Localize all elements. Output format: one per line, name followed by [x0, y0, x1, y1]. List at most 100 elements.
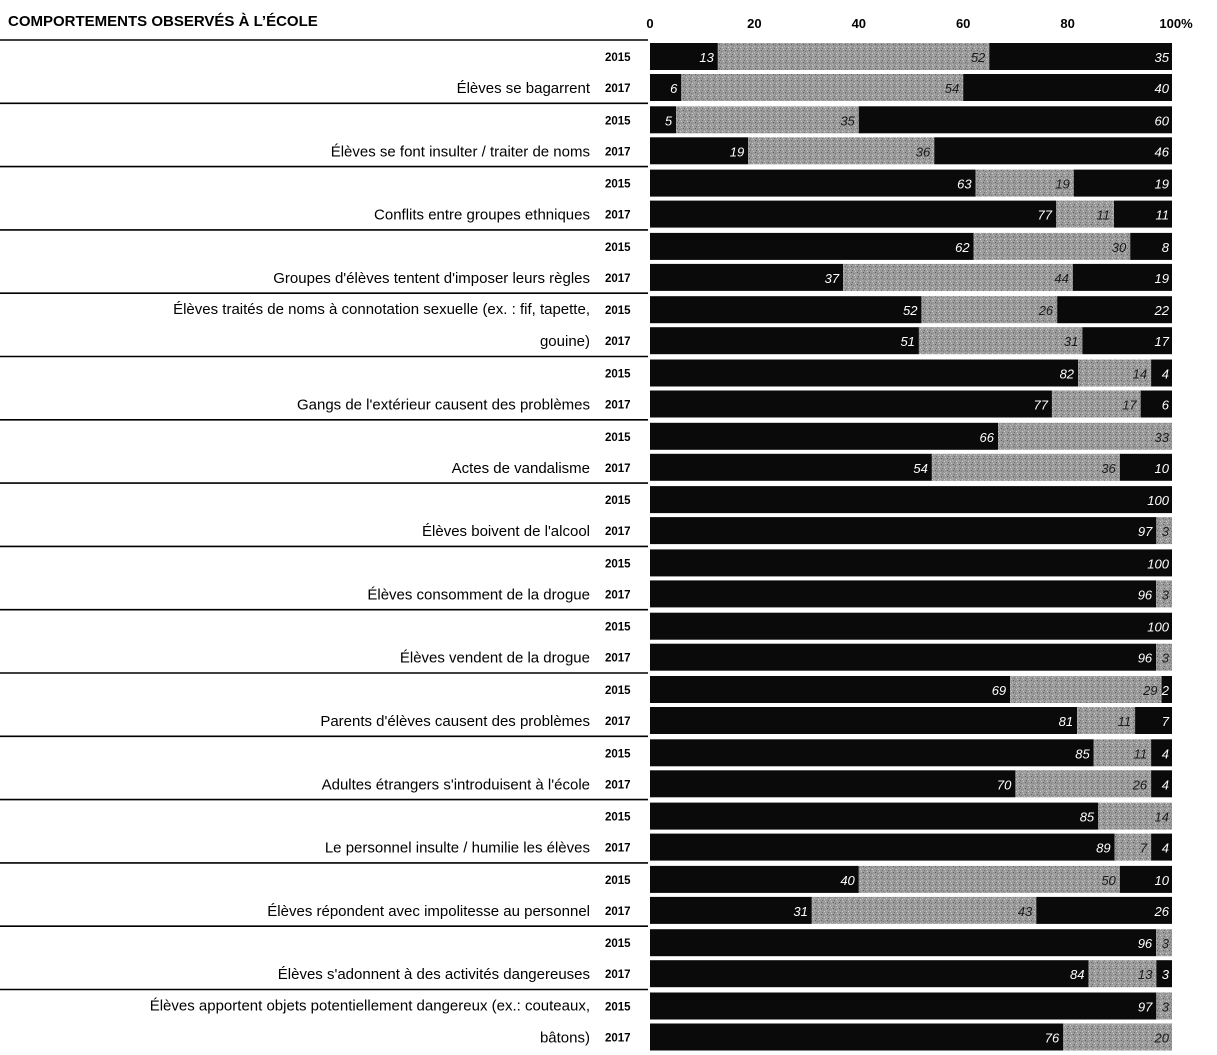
data-label: 97 — [1138, 1000, 1153, 1015]
data-label: 40 — [1155, 81, 1170, 96]
year-label: 2015 — [605, 812, 631, 824]
bar-segment-2 — [1156, 929, 1172, 957]
bar-segment-2 — [921, 296, 1058, 324]
bar-segment-1 — [650, 327, 919, 355]
bar-segment-1 — [650, 486, 1172, 514]
data-label: 17 — [1155, 334, 1170, 349]
year-label: 2015 — [605, 495, 631, 507]
bar-segment-1 — [650, 200, 1056, 228]
bar-segment-1 — [650, 992, 1157, 1020]
bar-segment-1 — [650, 359, 1079, 387]
data-label: 31 — [1064, 334, 1078, 349]
bar-segment-3 — [1036, 896, 1172, 924]
year-label: 2017 — [605, 210, 631, 222]
data-label: 10 — [1155, 873, 1170, 888]
bar-segment-1 — [650, 74, 682, 101]
year-label: 2015 — [605, 748, 631, 760]
category-label: Élèves se font insulter / traiter de nom… — [331, 143, 590, 160]
bar-segment-1 — [650, 137, 749, 165]
category-label: Groupes d'élèves tentent d'imposer leurs… — [273, 270, 590, 287]
x-tick-label: 20 — [747, 16, 761, 31]
bar-segment-1 — [650, 865, 859, 893]
category-label: Adultes étrangers s'introduisent à l'éco… — [322, 776, 590, 793]
bar-segment-2 — [973, 232, 1131, 260]
x-tick-label: 40 — [852, 16, 866, 31]
category-label: Élèves traités de noms à connotation sex… — [173, 301, 590, 318]
data-label: 3 — [1162, 1000, 1170, 1015]
bar-segment-3 — [1140, 390, 1172, 418]
data-label: 60 — [1155, 113, 1170, 128]
data-label: 96 — [1138, 587, 1153, 602]
data-label: 70 — [997, 777, 1012, 792]
bar-segment-3 — [1151, 739, 1172, 767]
bar-segment-1 — [650, 43, 718, 70]
bar-segment-1 — [650, 106, 677, 134]
data-label: 82 — [1060, 367, 1075, 382]
data-label: 76 — [1045, 1031, 1060, 1046]
bar-segment-3 — [1161, 676, 1172, 703]
category-label: Le personnel insulte / humilie les élève… — [325, 840, 590, 857]
category-label: Parents d'élèves causent des problèmes — [320, 713, 590, 730]
bar-segment-2 — [918, 327, 1083, 355]
bar-segment-3 — [1119, 865, 1172, 893]
data-label: 46 — [1155, 144, 1170, 159]
data-label: 36 — [1101, 461, 1116, 476]
category-label: bâtons) — [540, 1030, 590, 1047]
bar-segment-3 — [1114, 200, 1172, 228]
data-label: 3 — [1162, 524, 1170, 539]
bar-segment-3 — [1151, 833, 1172, 861]
bar-segment-1 — [650, 390, 1052, 418]
data-label: 89 — [1096, 841, 1110, 856]
year-label: 2015 — [605, 685, 631, 697]
year-label: 2017 — [605, 589, 631, 601]
bar-segment-2 — [1098, 802, 1172, 830]
data-label: 84 — [1070, 967, 1084, 982]
data-label: 51 — [900, 334, 914, 349]
data-label: 4 — [1162, 777, 1169, 792]
data-label: 19 — [1155, 177, 1169, 192]
bar-segment-2 — [998, 422, 1172, 450]
data-label: 85 — [1080, 810, 1095, 825]
data-label: 35 — [840, 113, 855, 128]
year-label: 2017 — [605, 969, 631, 981]
bar-segment-3 — [934, 137, 1172, 165]
data-label: 3 — [1162, 587, 1170, 602]
bar-segment-2 — [975, 169, 1074, 197]
bar-segment-2 — [1078, 359, 1152, 387]
data-label: 77 — [1038, 208, 1053, 223]
data-label: 7 — [1162, 714, 1170, 729]
data-label: 31 — [793, 904, 807, 919]
bar-segment-1 — [650, 232, 974, 260]
bar-segment-3 — [1156, 960, 1172, 988]
bar-segment-3 — [1073, 169, 1172, 197]
data-label: 3 — [1162, 967, 1170, 982]
data-label: 100 — [1147, 620, 1169, 635]
category-label: Élèves s'adonnent à des activités danger… — [278, 966, 590, 983]
x-tick-label: 60 — [956, 16, 970, 31]
data-label: 44 — [1054, 271, 1068, 286]
category-label: Élèves apportent objets potentiellement … — [150, 998, 590, 1015]
data-label: 22 — [1154, 303, 1170, 318]
bar-segment-1 — [650, 896, 812, 924]
data-label: 19 — [1155, 271, 1169, 286]
bar-segment-1 — [650, 549, 1172, 577]
data-label: 96 — [1138, 651, 1153, 666]
bar-segment-2 — [1093, 739, 1152, 767]
data-label: 7 — [1140, 841, 1148, 856]
bar-segment-3 — [1082, 327, 1172, 355]
data-label: 26 — [1132, 777, 1148, 792]
bar-segment-1 — [650, 739, 1094, 767]
data-label: 4 — [1162, 367, 1169, 382]
bar-segment-2 — [931, 453, 1120, 481]
year-label: 2017 — [605, 146, 631, 158]
bar-segment-1 — [650, 296, 922, 324]
year-label: 2017 — [605, 400, 631, 412]
data-label: 54 — [945, 81, 959, 96]
bar-segment-1 — [650, 1023, 1064, 1051]
data-label: 3 — [1162, 936, 1170, 951]
bar-segment-2 — [681, 74, 964, 101]
data-label: 13 — [699, 50, 714, 65]
bar-segment-1 — [650, 833, 1115, 861]
bar-segment-1 — [650, 612, 1172, 640]
data-label: 5 — [665, 113, 673, 128]
